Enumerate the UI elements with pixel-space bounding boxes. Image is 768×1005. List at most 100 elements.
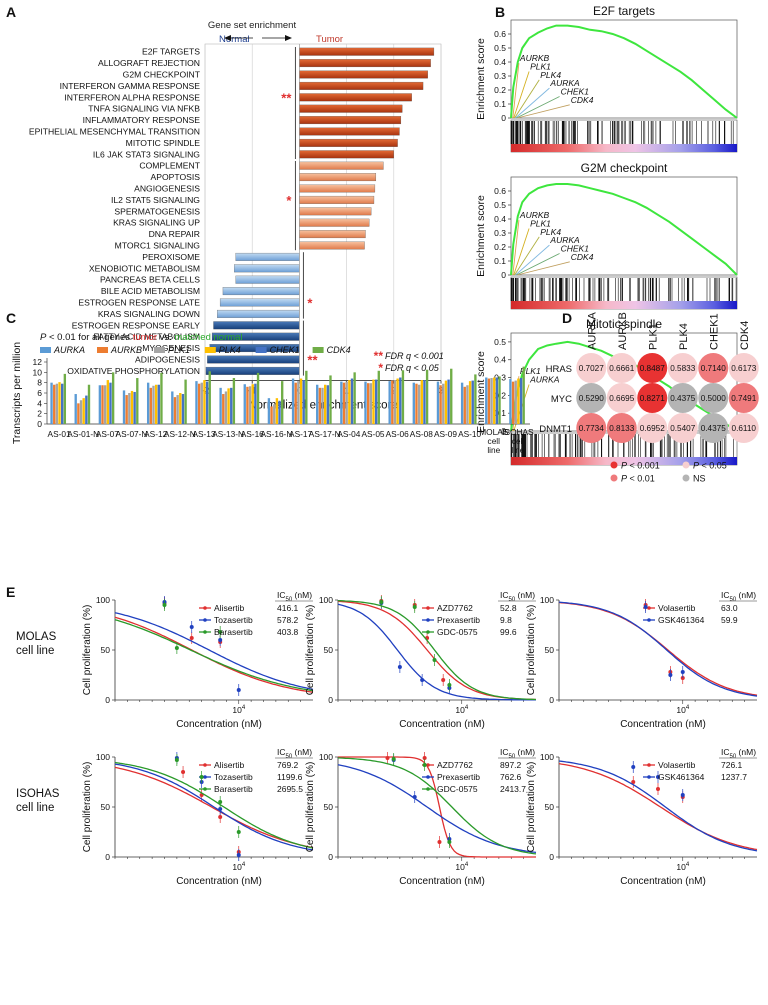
correlation-value: 0.5833 bbox=[670, 364, 695, 373]
nes-bar bbox=[299, 150, 394, 159]
data-point bbox=[397, 665, 402, 669]
gene-set-label: BILE ACID METABOLISM bbox=[101, 286, 200, 296]
nes-bar bbox=[235, 275, 300, 284]
heatmap-row-label: MYC bbox=[551, 394, 572, 405]
sample-label: AS-01 bbox=[48, 429, 71, 439]
correlation-value: 0.8487 bbox=[640, 364, 665, 373]
tpm-bar-chart: P < 0.01 for all genes tumor vs. matched… bbox=[11, 332, 534, 455]
tpm-bar bbox=[305, 370, 308, 424]
y-tick-label: 100 bbox=[540, 595, 554, 605]
tpm-bar bbox=[369, 383, 373, 424]
fit-curve bbox=[114, 612, 314, 691]
y-tick-label: 100 bbox=[319, 752, 333, 762]
gene-set-label: KRAS SIGNALING DOWN bbox=[98, 309, 200, 319]
tpm-bar bbox=[485, 377, 488, 424]
gene-set-label: MYOGENESIS bbox=[142, 343, 200, 353]
tpm-bar bbox=[171, 391, 174, 424]
gsea-frame bbox=[510, 19, 738, 119]
tpm-bar bbox=[471, 380, 474, 424]
tpm-bar bbox=[401, 370, 405, 424]
y-tick-label: 6 bbox=[37, 388, 42, 398]
tpm-bar bbox=[267, 398, 271, 424]
tpm-bar bbox=[324, 384, 327, 424]
significance-star: ** bbox=[307, 353, 318, 368]
legend-swatch bbox=[154, 347, 165, 353]
tpm-bar bbox=[450, 368, 453, 424]
gene-set-label: SPERMATOGENESIS bbox=[114, 206, 200, 216]
rank-gradient-bar bbox=[511, 301, 737, 309]
data-point bbox=[218, 630, 223, 634]
tpm-bar bbox=[396, 378, 399, 424]
cell-line-desc: cell line bbox=[16, 802, 54, 814]
x-tick-label: 104 bbox=[676, 862, 689, 872]
title-span: vs. bbox=[157, 332, 174, 343]
legend-fdr-05: FDR q < 0.05 bbox=[385, 363, 440, 373]
data-point bbox=[631, 780, 636, 784]
ic50-header: IC50 (nM) bbox=[721, 747, 756, 760]
x-tick-base: 10 bbox=[676, 705, 686, 715]
tpm-bar bbox=[302, 380, 305, 424]
x-tick-base: 10 bbox=[676, 862, 686, 872]
gene-set-label: XENOBIOTIC METABOLISM bbox=[89, 263, 200, 273]
sample-label: ISOHAS cell line bbox=[502, 427, 534, 455]
correlation-circle bbox=[576, 413, 607, 443]
tpm-bar bbox=[53, 384, 56, 424]
correlation-value: 0.8133 bbox=[609, 424, 634, 433]
correlation-circle bbox=[698, 413, 729, 443]
tpm-bar bbox=[425, 369, 429, 424]
nes-bar bbox=[299, 241, 365, 250]
data-point bbox=[680, 670, 685, 674]
correlation-circle bbox=[698, 383, 729, 413]
x-axis-title: Concentration (nM) bbox=[620, 876, 706, 887]
data-point bbox=[631, 765, 636, 769]
data-point bbox=[218, 638, 223, 642]
tpm-bar bbox=[377, 370, 380, 424]
tpm-bar bbox=[316, 384, 319, 424]
drug-name: AZD7762 bbox=[437, 603, 473, 613]
gene-label: CHEK1 bbox=[561, 86, 590, 96]
ic50-unit: (nM) bbox=[292, 747, 312, 757]
x-axis-title: Concentration (nM) bbox=[176, 719, 262, 730]
tpm-bar bbox=[463, 386, 466, 424]
data-point bbox=[379, 600, 384, 604]
tpm-bar bbox=[326, 385, 330, 424]
tpm-bar bbox=[391, 380, 394, 424]
data-point bbox=[447, 683, 452, 687]
tpm-bar bbox=[77, 403, 80, 424]
legend-rest: < 0.05 bbox=[699, 461, 727, 471]
nes-bar bbox=[299, 218, 370, 227]
fit-curve bbox=[114, 761, 314, 849]
tpm-bar bbox=[195, 381, 198, 424]
data-point bbox=[181, 770, 186, 774]
correlation-value: 0.8271 bbox=[640, 394, 665, 403]
correlation-value: 0.7140 bbox=[701, 364, 726, 373]
ic50-unit: (nM) bbox=[736, 747, 756, 757]
legend-marker bbox=[647, 763, 651, 767]
tpm-bar bbox=[74, 394, 77, 424]
gene-set-label: E2F TARGETS bbox=[142, 47, 200, 57]
tpm-bar bbox=[294, 382, 297, 424]
tpm-bar bbox=[205, 381, 209, 424]
drug-name: AZD7762 bbox=[437, 760, 473, 770]
y-axis-title: Cell proliferation (%) bbox=[305, 762, 316, 853]
legend-label: CHEK1 bbox=[270, 345, 300, 355]
y-axis-title: Enrichment score bbox=[475, 38, 487, 120]
correlation-value: 0.4375 bbox=[670, 394, 695, 403]
tpm-bar bbox=[79, 400, 83, 424]
legend-marker bbox=[426, 606, 430, 610]
legend-dot bbox=[610, 474, 618, 482]
y-axis-title: Enrichment score bbox=[475, 351, 487, 433]
nes-bar bbox=[299, 173, 377, 182]
tpm-bar bbox=[106, 380, 110, 424]
y-tick-label: 100 bbox=[540, 752, 554, 762]
x-tick-exp: 4 bbox=[465, 862, 469, 868]
correlation-value: 0.6110 bbox=[732, 424, 757, 433]
x-tick-label: 104 bbox=[455, 862, 468, 872]
dose-response-subplot: 0 50 100 104 Concentration (nM) Cell prolifer… bbox=[526, 590, 758, 730]
correlation-circle bbox=[606, 383, 637, 413]
gsea-frame bbox=[510, 176, 738, 276]
drug-name: GSK461364 bbox=[658, 772, 705, 782]
tpm-bar bbox=[55, 383, 59, 424]
gene-hit-marks bbox=[510, 121, 734, 144]
